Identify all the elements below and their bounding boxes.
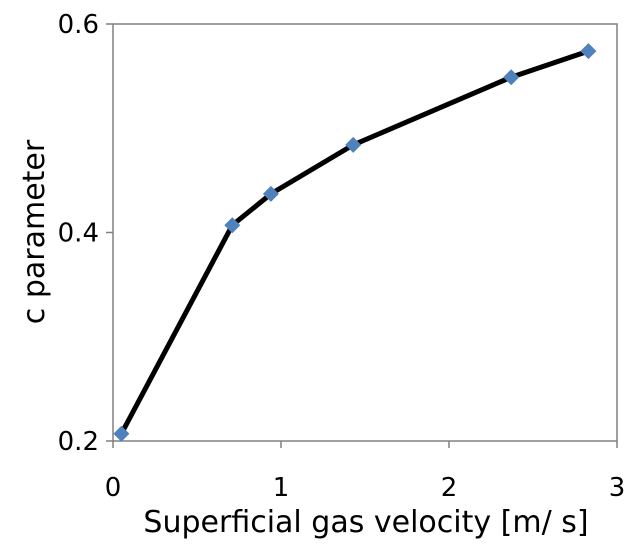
y-axis-title: c parameter [17, 139, 52, 324]
data-point-marker [113, 425, 130, 442]
series-markers [113, 43, 597, 442]
x-tick-label: 2 [441, 473, 458, 503]
x-axis: 0 1 2 3 [105, 441, 624, 503]
data-point-marker [262, 185, 279, 202]
y-tick-label: 0.2 [58, 427, 99, 457]
x-axis-title: Superficial gas velocity [m/ s] [143, 505, 588, 540]
y-tick-label: 0.4 [58, 219, 99, 249]
data-point-marker [345, 136, 362, 153]
y-axis: 0.2 0.4 0.6 [58, 10, 113, 457]
x-tick-label: 1 [273, 473, 290, 503]
x-tick-label: 0 [105, 473, 122, 503]
series-line [118, 48, 591, 437]
data-point-marker [224, 217, 241, 234]
x-tick-label: 3 [609, 473, 624, 503]
data-point-marker [580, 43, 597, 60]
y-tick-label: 0.6 [58, 10, 99, 40]
data-point-marker [503, 69, 520, 86]
